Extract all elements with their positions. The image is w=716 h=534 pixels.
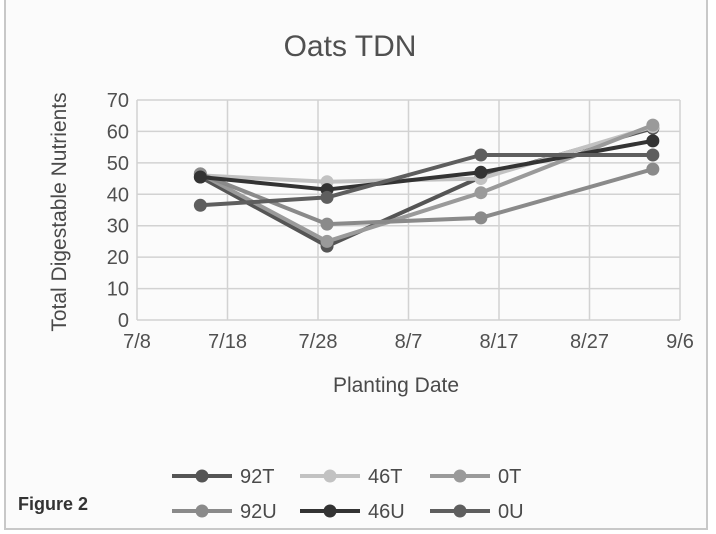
legend-label: 46T [368, 466, 402, 488]
legend-item: 92T [172, 466, 274, 488]
legend-swatch-marker [323, 469, 337, 483]
data-point [193, 198, 207, 212]
y-tick-label: 50 [107, 153, 129, 175]
y-tick-label: 40 [107, 184, 129, 206]
y-axis-ticks: 0 10 20 30 40 50 60 70 [107, 90, 129, 332]
legend-item: 46T [300, 466, 402, 488]
data-point [320, 190, 334, 204]
x-tick-label: 8/17 [480, 331, 519, 353]
y-tick-label: 70 [107, 90, 129, 112]
series-line [199, 167, 654, 227]
legend-swatch-marker [453, 469, 467, 483]
series-line [199, 123, 654, 244]
data-point [646, 162, 660, 176]
legend-swatch-marker [195, 469, 209, 483]
gridlines [136, 99, 681, 321]
series-0U [193, 148, 660, 212]
data-point [646, 118, 660, 132]
legend-item: 92U [172, 501, 277, 523]
legend-label: 0T [498, 466, 521, 488]
series-line [200, 153, 653, 208]
legend-label: 92U [240, 501, 277, 523]
chart-title: Oats TDN [284, 30, 417, 63]
series-92U [193, 162, 660, 231]
x-axis-label: Planting Date [333, 374, 459, 397]
legend-swatch-marker [323, 504, 337, 518]
data-point [193, 170, 207, 184]
data-point [474, 148, 488, 162]
legend-item: 0U [430, 501, 524, 523]
x-tick-label: 9/6 [666, 331, 694, 353]
figure-label: Figure 2 [18, 494, 89, 514]
legend: 92T 46T 0T 92U 46U 0U [172, 466, 524, 523]
x-tick-label: 7/28 [299, 331, 338, 353]
y-tick-label: 10 [107, 279, 129, 301]
y-axis-label: Total Digestable Nutrients [48, 92, 71, 331]
data-point [474, 211, 488, 225]
x-tick-label: 7/18 [208, 331, 247, 353]
data-point [320, 234, 334, 248]
legend-item: 0T [430, 466, 521, 488]
data-point [646, 148, 660, 162]
data-point [474, 186, 488, 200]
x-axis-ticks: 7/8 7/18 7/28 8/7 8/17 8/27 9/6 [123, 331, 694, 353]
series-layer [193, 118, 660, 253]
y-tick-label: 60 [107, 121, 129, 143]
y-tick-label: 30 [107, 216, 129, 238]
x-tick-label: 8/27 [570, 331, 609, 353]
legend-label: 92T [240, 466, 274, 488]
chart-frame [4, 0, 708, 530]
data-point [646, 134, 660, 148]
legend-label: 46U [368, 501, 405, 523]
data-point [320, 217, 334, 231]
legend-item: 46U [300, 501, 405, 523]
data-point [474, 165, 488, 179]
x-tick-label: 7/8 [123, 331, 151, 353]
legend-label: 0U [498, 501, 524, 523]
x-tick-label: 8/7 [395, 331, 423, 353]
y-tick-label: 0 [118, 310, 129, 332]
y-tick-label: 20 [107, 247, 129, 269]
legend-swatch-marker [195, 504, 209, 518]
legend-swatch-marker [453, 504, 467, 518]
